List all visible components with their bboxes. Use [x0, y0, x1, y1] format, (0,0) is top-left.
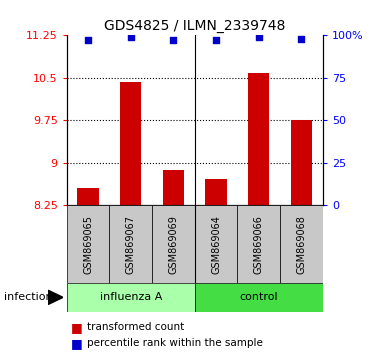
- Text: percentile rank within the sample: percentile rank within the sample: [87, 338, 263, 348]
- Bar: [152, 205, 195, 283]
- Text: GSM869068: GSM869068: [296, 215, 306, 274]
- Bar: [280, 205, 323, 283]
- Text: influenza A: influenza A: [99, 292, 162, 302]
- Text: GSM869065: GSM869065: [83, 215, 93, 274]
- Bar: [195, 205, 237, 283]
- Bar: [195, 283, 323, 312]
- Title: GDS4825 / ILMN_2339748: GDS4825 / ILMN_2339748: [104, 19, 285, 33]
- Text: GSM869064: GSM869064: [211, 215, 221, 274]
- Point: [171, 38, 177, 43]
- Bar: [67, 283, 195, 312]
- Bar: [78, 188, 99, 205]
- Text: GSM869067: GSM869067: [126, 215, 136, 274]
- Bar: [237, 205, 280, 283]
- Text: ■: ■: [70, 321, 82, 334]
- Text: GSM869069: GSM869069: [168, 215, 178, 274]
- Bar: [120, 82, 141, 205]
- Bar: [291, 120, 312, 205]
- Bar: [109, 205, 152, 283]
- Bar: [67, 205, 109, 283]
- Text: infection: infection: [4, 292, 52, 302]
- Point: [128, 34, 134, 40]
- Text: ■: ■: [70, 337, 82, 350]
- Point: [256, 34, 262, 40]
- Bar: [206, 179, 227, 205]
- Point: [298, 36, 304, 42]
- Bar: [163, 170, 184, 205]
- Bar: [248, 73, 269, 205]
- Point: [85, 38, 91, 43]
- Point: [213, 38, 219, 43]
- Text: GSM869066: GSM869066: [254, 215, 264, 274]
- Polygon shape: [48, 290, 63, 304]
- Text: control: control: [239, 292, 278, 302]
- Text: transformed count: transformed count: [87, 322, 184, 332]
